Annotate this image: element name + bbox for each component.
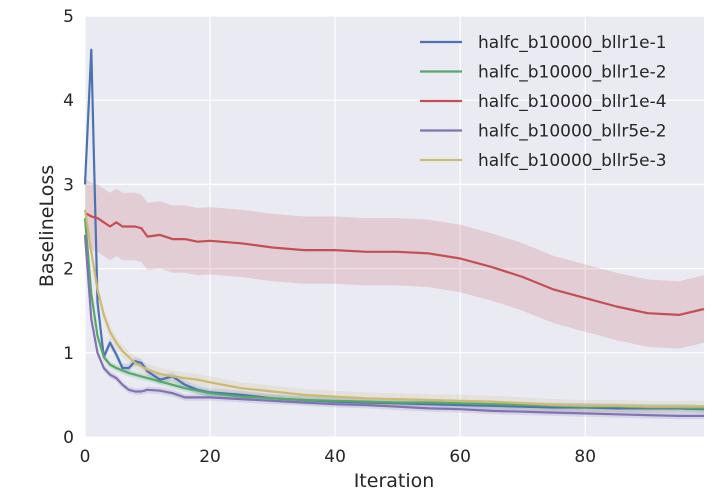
x-tick-label: 40: [324, 447, 346, 467]
series-lines: [83, 48, 705, 417]
legend: halfc_b10000_bllr1e-1 halfc_b10000_bllr1e…: [420, 33, 667, 171]
legend-label: halfc_b10000_bllr5e-3: [478, 151, 667, 171]
legend-label: halfc_b10000_bllr1e-1: [478, 33, 667, 53]
y-tick-label: 0: [63, 428, 74, 448]
y-tick-label: 5: [63, 7, 74, 27]
series-line: [84, 212, 705, 316]
series-line: [83, 234, 704, 417]
y-tick-label: 4: [63, 91, 74, 111]
y-tick-label: 1: [63, 344, 74, 364]
error-bands: [85, 45, 704, 420]
y-ticks: 0 1 2 3 4 5: [63, 7, 74, 448]
legend-label: halfc_b10000_bllr5e-2: [478, 122, 667, 142]
x-ticks: 0 20 40 60 80: [80, 447, 596, 467]
x-tick-label: 60: [449, 447, 471, 467]
grid: [84, 15, 704, 438]
y-tick-label: 3: [63, 175, 74, 195]
error-band: [85, 179, 704, 349]
plot-background: [85, 16, 704, 437]
x-tick-label: 0: [80, 447, 91, 467]
series-line: [83, 48, 705, 411]
y-tick-label: 2: [63, 260, 74, 280]
series-line: [83, 209, 704, 408]
legend-label: halfc_b10000_bllr1e-2: [478, 63, 667, 83]
x-axis-label: Iteration: [354, 470, 435, 492]
legend-label: halfc_b10000_bllr1e-4: [478, 92, 667, 112]
x-tick-label: 20: [199, 447, 221, 467]
x-tick-label: 80: [574, 447, 596, 467]
y-axis-label: BaselineLoss: [36, 165, 58, 287]
